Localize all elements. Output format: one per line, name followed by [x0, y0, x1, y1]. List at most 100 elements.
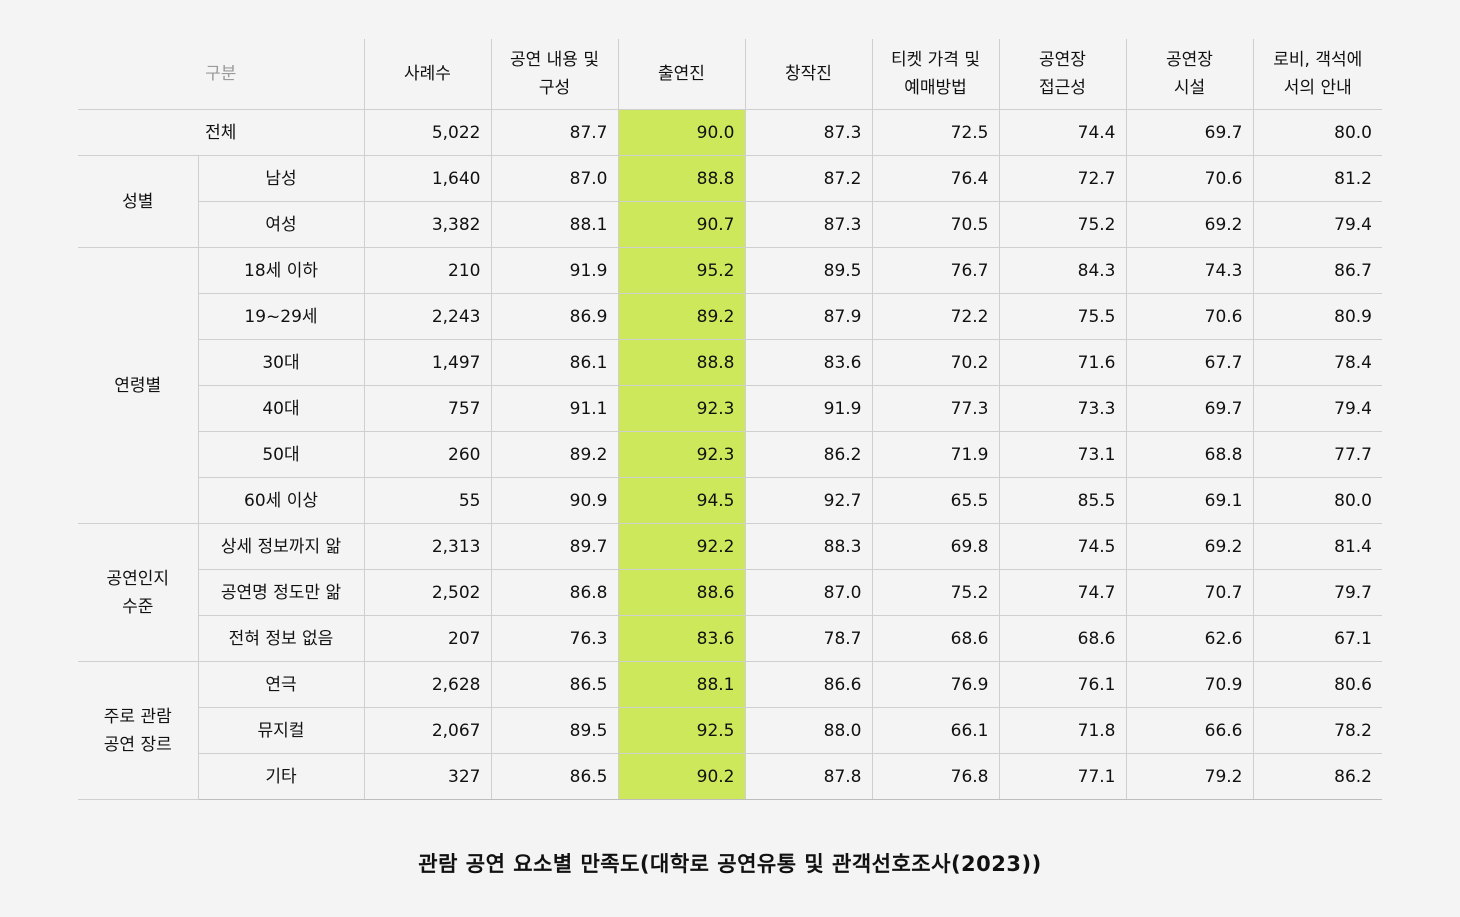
value-cell: 89.2: [490, 431, 618, 478]
value-cell: 70.5: [871, 201, 999, 248]
value-cell: 76.4: [871, 155, 999, 202]
table-row-total: 전체 5,022 87.7 90.0 87.3 72.5 74.4 69.7 80.0: [78, 109, 1382, 156]
header-row: 구분 사례수 공연 내용 및 구성 출연진 창작진 티켓 가격 및 예매방법 공연장 접근성 공연…: [78, 39, 1382, 110]
value-cell: 69.2: [1125, 201, 1253, 248]
column-header-line: 서의 안내: [1283, 78, 1352, 98]
value-cell: 1,497: [363, 339, 491, 386]
value-cell: 86.2: [744, 431, 872, 478]
value-cell: 87.0: [490, 155, 618, 202]
value-cell: 70.2: [871, 339, 999, 386]
value-cell: 74.7: [998, 569, 1126, 616]
value-cell: 87.3: [744, 109, 872, 156]
value-cell: 2,313: [363, 523, 491, 570]
value-cell: 88.0: [744, 707, 872, 754]
value-cell: 92.2: [617, 523, 745, 570]
row-label: 18세 이하: [197, 247, 364, 294]
value-cell: 79.4: [1252, 385, 1382, 432]
value-cell: 91.9: [490, 247, 618, 294]
value-cell: 69.1: [1125, 477, 1253, 524]
value-cell: 74.4: [998, 109, 1126, 156]
group-label-line: 연령별: [114, 375, 162, 396]
table-row: 연령별 18세 이하 210 91.9 95.2 89.5 76.7 84.3 74.3 86.7: [78, 247, 1382, 524]
value-cell: 71.6: [998, 339, 1126, 386]
value-cell: 75.5: [998, 293, 1126, 340]
value-cell: 83.6: [617, 615, 745, 662]
column-header-line: 로비, 객석에: [1273, 50, 1363, 70]
value-cell: 1,640: [363, 155, 491, 202]
value-cell: 86.7: [1252, 247, 1382, 294]
column-header-line: 구성: [538, 78, 571, 98]
column-header-line: 시설: [1173, 78, 1206, 98]
value-cell: 88.1: [617, 661, 745, 708]
value-cell: 88.1: [490, 201, 618, 248]
value-cell: 75.2: [871, 569, 999, 616]
value-cell: 2,243: [363, 293, 491, 340]
table-row: 주로 관람 공연 장르 연극 2,628 86.5 88.1 86.6 76.9 76.1 70.…: [78, 661, 1382, 800]
value-cell: 91.9: [744, 385, 872, 432]
value-cell: 83.6: [744, 339, 872, 386]
value-cell: 80.0: [1252, 477, 1382, 524]
group-label: 성별: [78, 155, 198, 248]
column-header: 사례수: [363, 39, 491, 110]
table-row: 전혀 정보 없음 207 76.3 83.6 78.7 68.6 68.6 62.6 67.1: [78, 615, 1382, 662]
row-label: 19~29세: [197, 293, 364, 340]
value-cell: 78.4: [1252, 339, 1382, 386]
value-cell: 92.3: [617, 385, 745, 432]
table-row: 공연명 정도만 앎 2,502 86.8 88.6 87.0 75.2 74.7 70.7 79…: [78, 569, 1382, 616]
value-cell: 90.0: [617, 109, 745, 156]
value-cell: 260: [363, 431, 491, 478]
value-cell: 62.6: [1125, 615, 1253, 662]
column-header-line: 공연 내용 및: [509, 50, 599, 70]
value-cell: 89.5: [744, 247, 872, 294]
group-label-line: 공연 장르: [103, 734, 172, 755]
value-cell: 86.2: [1252, 753, 1382, 800]
value-cell: 73.3: [998, 385, 1126, 432]
column-header-line: 접근성: [1039, 78, 1086, 98]
value-cell: 76.9: [871, 661, 999, 708]
row-label: 공연명 정도만 앎: [197, 569, 364, 616]
value-cell: 87.9: [744, 293, 872, 340]
value-cell: 65.5: [871, 477, 999, 524]
value-cell: 69.8: [871, 523, 999, 570]
table-row: 공연인지 수준 상세 정보까지 앎 2,313 89.7 92.2 88.3 69.8 74.5…: [78, 523, 1382, 662]
row-label: 기타: [197, 753, 364, 800]
table-row: 성별 남성 1,640 87.0 88.8 87.2 76.4 72.7 70.6 81.2: [78, 155, 1382, 248]
group-label-line: 성별: [122, 191, 154, 212]
row-label: 남성: [197, 155, 364, 202]
value-cell: 87.7: [490, 109, 618, 156]
table-row: 뮤지컬 2,067 89.5 92.5 88.0 66.1 71.8 66.6 78.2: [78, 707, 1382, 754]
value-cell: 87.3: [744, 201, 872, 248]
value-cell: 81.2: [1252, 155, 1382, 202]
column-header-line: 예매방법: [904, 78, 967, 98]
column-header: 티켓 가격 및 예매방법: [871, 39, 999, 110]
column-header-line: 공연장: [1166, 50, 1213, 70]
value-cell: 71.8: [998, 707, 1126, 754]
value-cell: 68.6: [871, 615, 999, 662]
value-cell: 86.5: [490, 661, 618, 708]
value-cell: 55: [363, 477, 491, 524]
row-label: 40대: [197, 385, 364, 432]
value-cell: 76.8: [871, 753, 999, 800]
value-cell: 66.1: [871, 707, 999, 754]
value-cell: 2,502: [363, 569, 491, 616]
value-cell: 79.2: [1125, 753, 1253, 800]
value-cell: 94.5: [617, 477, 745, 524]
value-cell: 68.8: [1125, 431, 1253, 478]
value-cell: 86.5: [490, 753, 618, 800]
row-label: 연극: [197, 661, 364, 708]
value-cell: 77.1: [998, 753, 1126, 800]
value-cell: 69.7: [1125, 109, 1253, 156]
value-cell: 207: [363, 615, 491, 662]
column-header-line: 공연장: [1039, 50, 1086, 70]
satisfaction-table: 구분 사례수 공연 내용 및 구성 출연진 창작진 티켓 가격 및 예매방법 공연장 접근성 공연…: [78, 39, 1382, 800]
group-label-line: 수준: [122, 596, 154, 617]
value-cell: 81.4: [1252, 523, 1382, 570]
table-row: 기타 327 86.5 90.2 87.8 76.8 77.1 79.2 86.2: [78, 753, 1382, 800]
group-label-line: 주로 관람: [103, 706, 172, 727]
value-cell: 72.7: [998, 155, 1126, 202]
value-cell: 92.7: [744, 477, 872, 524]
